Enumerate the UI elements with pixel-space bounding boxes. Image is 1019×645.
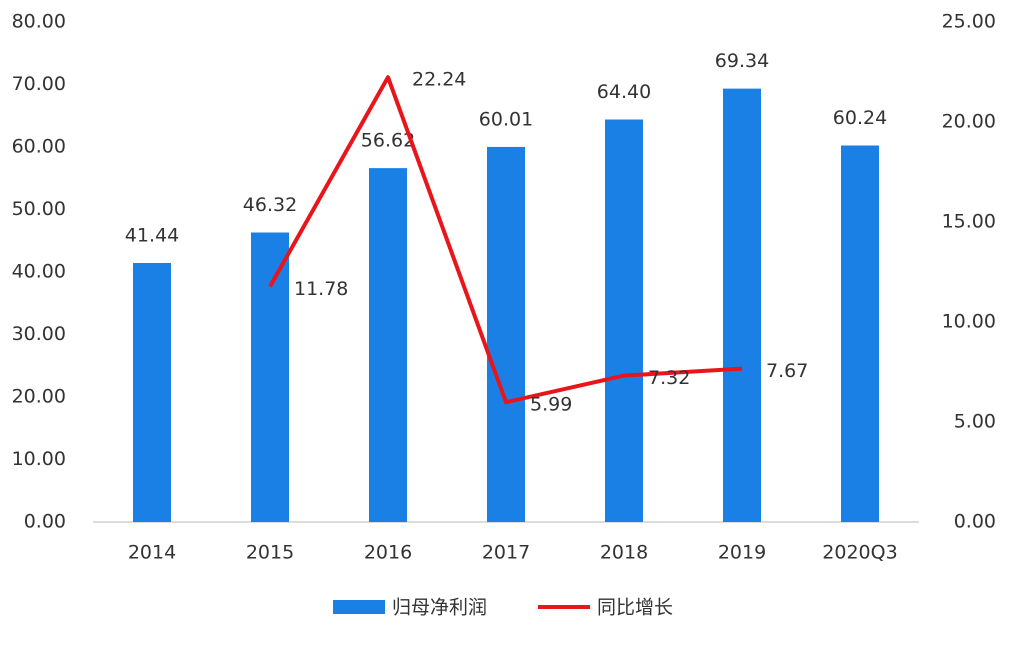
value-label: 5.99 bbox=[530, 394, 572, 416]
y-tick-label: 80.00 bbox=[12, 11, 66, 33]
bar bbox=[841, 145, 879, 522]
y-tick-label: 30.00 bbox=[12, 323, 66, 345]
y-tick-label: 50.00 bbox=[12, 198, 66, 220]
x-tick-label: 2014 bbox=[128, 542, 176, 564]
bar bbox=[487, 146, 525, 522]
value-label: 22.24 bbox=[412, 69, 466, 91]
y2-tick-label: 10.00 bbox=[942, 311, 996, 333]
y2-tick-label: 15.00 bbox=[942, 211, 996, 233]
y-tick-label: 20.00 bbox=[12, 386, 66, 408]
value-label: 7.67 bbox=[766, 360, 808, 382]
x-tick-label: 2015 bbox=[246, 542, 294, 564]
y-tick-label: 60.00 bbox=[12, 136, 66, 158]
y2-tick-label: 20.00 bbox=[942, 111, 996, 133]
legend-swatch bbox=[333, 600, 385, 614]
x-tick-label: 2016 bbox=[364, 542, 412, 564]
value-label: 46.32 bbox=[243, 194, 297, 216]
y-tick-label: 0.00 bbox=[24, 511, 66, 533]
value-label: 60.24 bbox=[833, 107, 887, 129]
legend-label: 同比增长 bbox=[597, 597, 673, 619]
y2-tick-label: 25.00 bbox=[942, 11, 996, 33]
y-tick-label: 40.00 bbox=[12, 261, 66, 283]
x-tick-label: 2019 bbox=[718, 542, 766, 564]
line bbox=[268, 75, 743, 405]
y-tick-label: 70.00 bbox=[12, 73, 66, 95]
value-label: 41.44 bbox=[125, 225, 179, 247]
x-tick-label: 2018 bbox=[600, 542, 648, 564]
x-tick-label: 2020Q3 bbox=[822, 542, 897, 564]
x-tick-label: 2017 bbox=[482, 542, 530, 564]
bar bbox=[605, 119, 643, 522]
value-label: 56.62 bbox=[361, 130, 415, 152]
bar bbox=[133, 263, 171, 522]
legend-label: 归母净利润 bbox=[392, 597, 487, 619]
bar bbox=[251, 232, 289, 522]
value-label: 64.40 bbox=[597, 81, 651, 103]
value-label: 11.78 bbox=[294, 278, 348, 300]
bar bbox=[369, 168, 407, 522]
value-label: 60.01 bbox=[479, 108, 533, 130]
value-label: 69.34 bbox=[715, 50, 769, 72]
y2-tick-label: 0.00 bbox=[954, 511, 996, 533]
y-tick-label: 10.00 bbox=[12, 448, 66, 470]
value-label: 7.32 bbox=[648, 367, 690, 389]
bar bbox=[723, 88, 761, 522]
y2-tick-label: 5.00 bbox=[954, 411, 996, 433]
